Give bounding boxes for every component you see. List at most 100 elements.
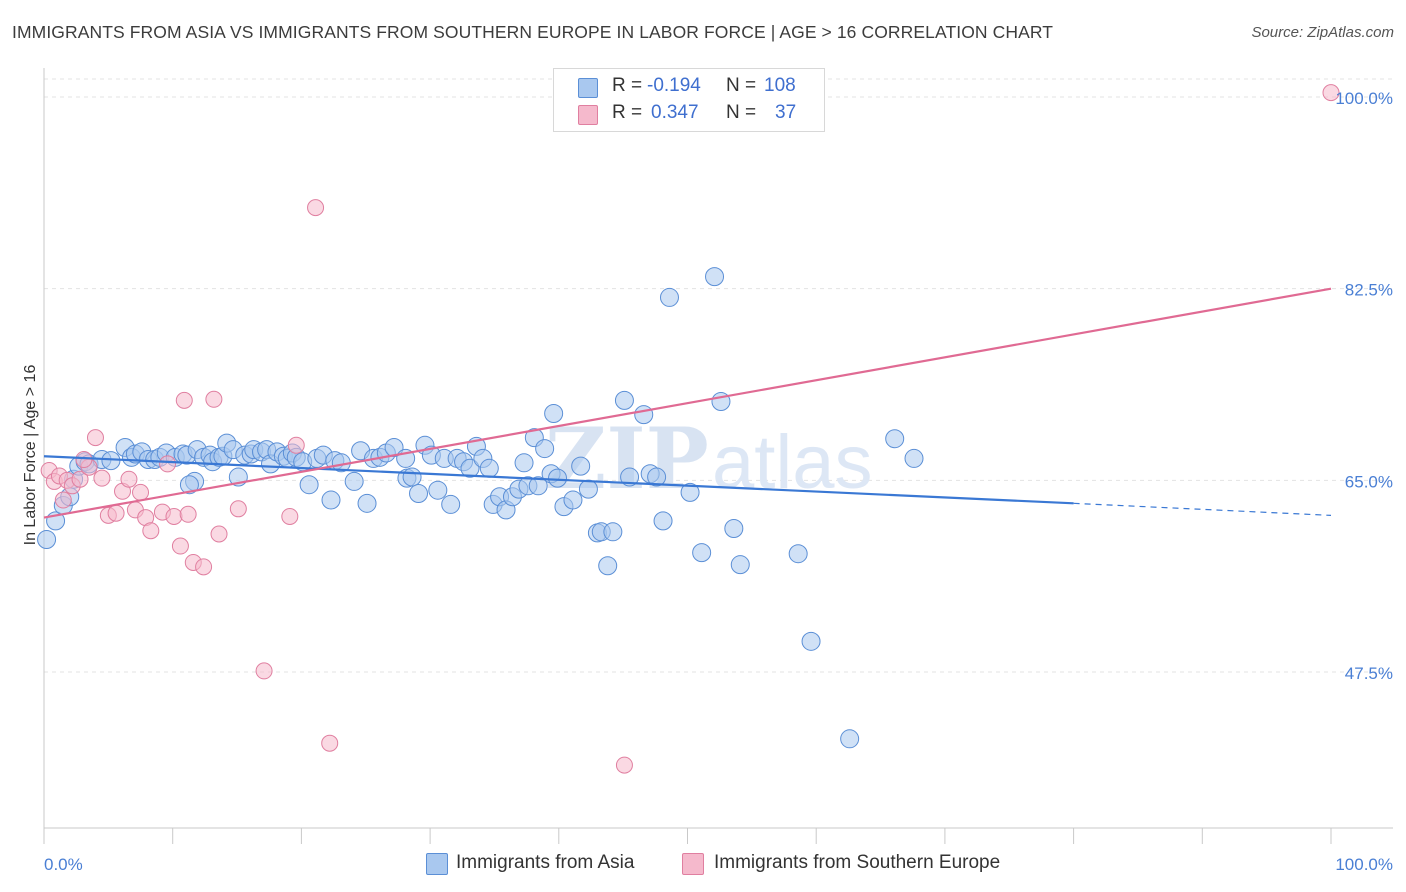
europe-point — [86, 429, 104, 447]
europe-trend-line — [43, 287, 1332, 519]
x-tick-label: 100.0% — [1335, 855, 1393, 874]
grid-lines — [44, 78, 1393, 673]
asia-point — [730, 555, 750, 575]
asia-point — [37, 529, 57, 549]
europe-point — [615, 756, 633, 774]
n-label: N = — [726, 75, 757, 96]
legend-row-asia: R = -0.194 N = 108 — [554, 75, 824, 101]
asia-point — [801, 631, 821, 651]
asia-point — [620, 467, 640, 487]
europe-point — [132, 483, 150, 501]
asia-point — [788, 544, 808, 564]
asia-point — [647, 467, 667, 487]
asia-point — [528, 476, 548, 496]
series-legend: Immigrants from Asia Immigrants from Sou… — [426, 852, 1000, 876]
europe-point — [175, 391, 193, 409]
asia-point — [428, 480, 448, 500]
asia-point — [409, 483, 429, 503]
europe-point — [229, 500, 247, 518]
correlation-legend: R = -0.194 N = 108 R = 0.347 N = 37 — [553, 68, 825, 132]
n-value-europe: 37 — [775, 102, 797, 123]
y-tick-label: 47.5% — [1345, 664, 1393, 683]
y-tick-label: 65.0% — [1345, 472, 1393, 491]
europe-point — [107, 504, 125, 522]
trend-lines — [43, 287, 1332, 519]
asia-point — [357, 493, 377, 513]
europe-point — [281, 507, 299, 525]
europe-point — [120, 470, 138, 488]
asia-point — [535, 439, 555, 459]
europe-point — [321, 734, 339, 752]
europe-point — [165, 507, 183, 525]
tick-labels: 47.5% 65.0% 82.5% 100.0% 0.0% 100.0% — [44, 89, 1393, 874]
asia-point — [479, 458, 499, 478]
europe-point — [179, 505, 197, 523]
europe-point — [287, 436, 305, 454]
asia-point — [598, 556, 618, 576]
europe-point — [54, 491, 72, 509]
europe-point — [142, 522, 160, 540]
r-value-europe: 0.347 — [651, 102, 699, 123]
r-label: R = — [612, 102, 643, 123]
r-value-asia: -0.194 — [647, 75, 701, 96]
asia-point — [460, 458, 480, 478]
europe-point — [159, 455, 177, 473]
asia-point — [705, 267, 725, 287]
asia-point — [548, 468, 568, 488]
europe-point — [210, 525, 228, 543]
asia-point — [653, 511, 673, 531]
asia-point — [659, 287, 679, 307]
axes — [43, 68, 1393, 844]
chart-title: IMMIGRANTS FROM ASIA VS IMMIGRANTS FROM … — [12, 22, 1054, 42]
x-tick-label: 0.0% — [44, 855, 83, 874]
asia-point — [571, 456, 591, 476]
asia-point — [179, 475, 199, 495]
asia-swatch — [578, 78, 598, 98]
europe-point — [75, 451, 93, 469]
europe-point — [71, 470, 89, 488]
asia-point — [904, 448, 924, 468]
europe-legend-label: Immigrants from Southern Europe — [714, 852, 1001, 873]
asia-point — [344, 471, 364, 491]
asia-point — [885, 429, 905, 449]
asia-point — [614, 390, 634, 410]
y-axis-title: In Labor Force | Age > 16 — [22, 365, 39, 546]
europe-swatch — [578, 105, 598, 125]
europe-point — [195, 558, 213, 576]
asia-point — [402, 467, 422, 487]
asia-point — [563, 490, 583, 510]
europe-point — [255, 662, 273, 680]
asia-point — [441, 494, 461, 514]
n-value-asia: 108 — [764, 75, 796, 96]
legend-row-europe: R = 0.347 N = 37 — [554, 102, 824, 128]
asia-trend-extension — [1073, 502, 1332, 516]
asia-point — [384, 437, 404, 457]
asia-point — [603, 522, 623, 542]
europe-point — [205, 390, 223, 408]
asia-legend-swatch — [426, 853, 448, 875]
europe-point — [93, 469, 111, 487]
source-label: Source: ZipAtlas.com — [1251, 24, 1394, 41]
europe-legend-swatch — [682, 853, 704, 875]
asia-point — [692, 543, 712, 563]
europe-point — [307, 199, 325, 217]
asia-point — [321, 490, 341, 510]
asia-point — [634, 405, 654, 425]
y-tick-label: 100.0% — [1335, 89, 1393, 108]
asia-trend-line — [43, 455, 1074, 505]
europe-point — [1322, 84, 1340, 102]
n-label: N = — [726, 102, 757, 123]
europe-points — [40, 84, 1340, 774]
r-label: R = — [612, 75, 643, 96]
europe-point — [171, 537, 189, 555]
asia-point — [299, 475, 319, 495]
asia-point — [724, 519, 744, 539]
y-tick-label: 82.5% — [1345, 281, 1393, 300]
asia-points — [37, 267, 924, 749]
asia-point — [680, 482, 700, 502]
asia-point — [544, 404, 564, 424]
asia-point — [578, 479, 598, 499]
asia-point — [840, 729, 860, 749]
asia-legend-label: Immigrants from Asia — [456, 852, 635, 873]
